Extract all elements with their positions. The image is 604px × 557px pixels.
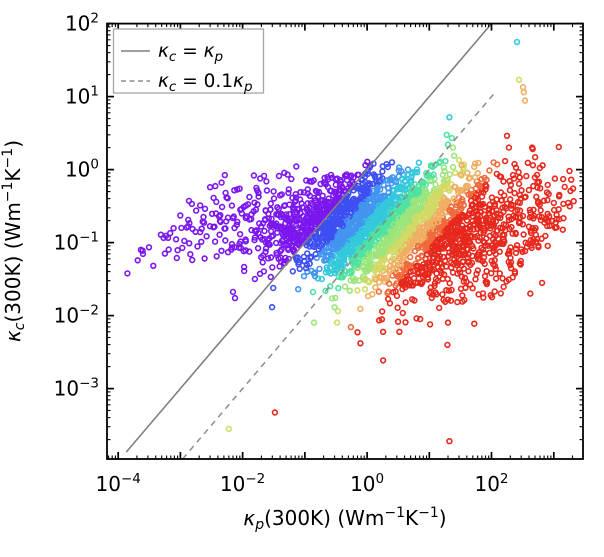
svg-text:102: 102 <box>65 11 99 36</box>
reference-lines <box>125 23 495 460</box>
svg-text:100: 100 <box>65 157 99 182</box>
svg-text:10−2: 10−2 <box>220 471 265 496</box>
y-axis-ticks <box>107 22 583 441</box>
svg-text:102: 102 <box>474 471 508 496</box>
x-axis-label: κp(300K) (Wm−1K−1) <box>243 505 446 533</box>
svg-text:10−4: 10−4 <box>96 471 141 496</box>
svg-text:10−2: 10−2 <box>54 303 99 328</box>
legend-label-2: κc = 0.1κp <box>158 71 253 95</box>
x-tick-labels: 10−4 10−2 100 102 <box>96 471 509 496</box>
svg-text:101: 101 <box>65 84 99 109</box>
scatter-points <box>124 38 577 445</box>
svg-text:κc(300K) (Wm−1K−1): κc(300K) (Wm−1K−1) <box>0 140 28 342</box>
y-axis-label: κc(300K) (Wm−1K−1) <box>0 140 28 342</box>
identity-line <box>125 23 493 453</box>
svg-text:10−3: 10−3 <box>54 376 99 401</box>
legend: κc = κp κc = 0.1κp <box>112 28 265 95</box>
svg-text:κp(300K) (Wm−1K−1): κp(300K) (Wm−1K−1) <box>243 505 446 533</box>
y-tick-labels: 10−3 10−2 10−1 100 101 102 <box>54 11 99 401</box>
axes-frame <box>106 22 584 460</box>
legend-box <box>112 28 265 94</box>
legend-label-1: κc = κp <box>158 41 223 65</box>
svg-text:10−1: 10−1 <box>54 230 99 255</box>
one-tenth-ratio-line <box>182 93 495 460</box>
svg-text:100: 100 <box>350 471 384 496</box>
